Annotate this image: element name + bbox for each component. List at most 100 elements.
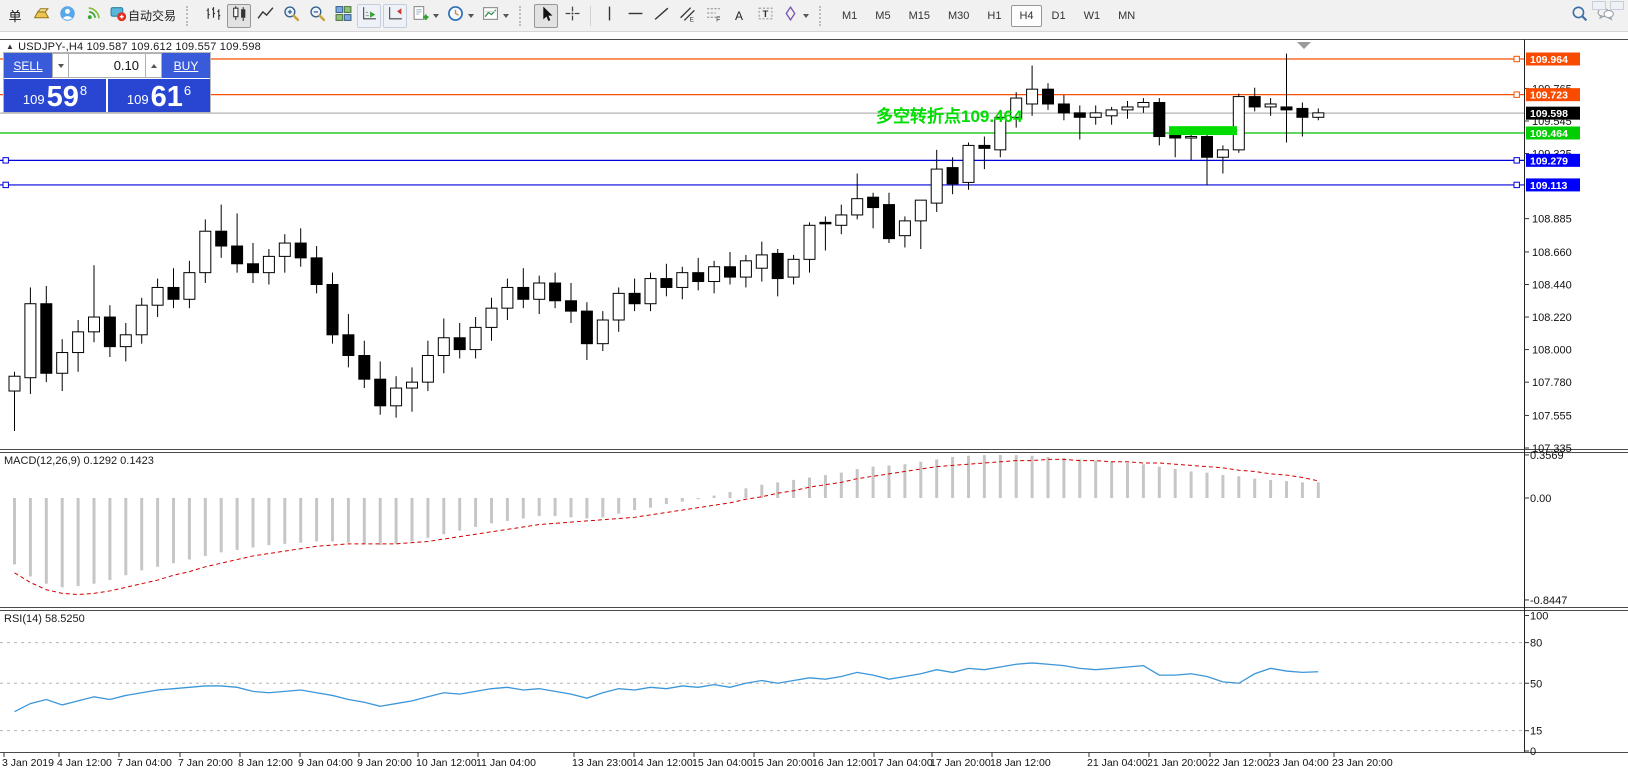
indicators-button[interactable] — [409, 4, 442, 28]
timeframe-m30-button[interactable]: M30 — [947, 9, 970, 22]
line-handle[interactable] — [1513, 157, 1520, 164]
label-button[interactable]: T — [753, 4, 777, 28]
volume-input[interactable] — [69, 53, 145, 78]
candle — [724, 266, 736, 278]
arrows-button[interactable] — [779, 4, 812, 28]
time-tick-label: 15 Jan 20:00 — [752, 757, 813, 769]
candle — [183, 272, 196, 300]
tile-windows-button[interactable] — [331, 4, 355, 28]
price-flag-label: 109.113 — [1530, 180, 1568, 192]
channel-button[interactable]: E — [675, 4, 699, 28]
candle — [1137, 102, 1150, 108]
candle — [517, 286, 530, 300]
templates-button[interactable] — [479, 4, 512, 28]
timeframe-h1-button[interactable]: H1 — [987, 9, 1002, 22]
timeframe-m5-button[interactable]: M5 — [875, 9, 891, 22]
price-tick-label: 107.335 — [1532, 443, 1572, 455]
line-handle[interactable] — [1513, 181, 1520, 189]
auto-scroll-button[interactable] — [357, 3, 382, 28]
macd-histogram-bar — [649, 498, 652, 508]
text-button[interactable]: A — [727, 4, 751, 28]
macd-histogram-bar — [92, 498, 96, 584]
timeframe-h4-button[interactable]: H4 — [1011, 4, 1042, 27]
zoom-in-icon — [283, 5, 300, 27]
line-handle[interactable] — [2, 181, 9, 189]
timeframe-m15-button[interactable]: M15 — [908, 9, 930, 22]
crosshair-button[interactable] — [560, 4, 584, 28]
cursor-button[interactable] — [534, 3, 559, 28]
pivot-annotation-text[interactable]: 多空转折点109.464 — [876, 106, 1023, 126]
chart-canvas: 多空转折点109.464109.765109.545109.325108.885… — [0, 32, 1628, 777]
macd-histogram-bar — [839, 472, 843, 498]
candle — [1185, 136, 1198, 139]
fibonacci-button[interactable]: F — [701, 4, 725, 28]
candle — [1312, 112, 1325, 118]
symbol-header[interactable]: ▲ USDJPY-,H4 109.587 109.612 109.557 109.… — [6, 41, 261, 53]
toolbar-separator — [590, 5, 592, 26]
mql5-community-button[interactable] — [55, 4, 79, 28]
new-order-button[interactable]: 单 — [3, 4, 27, 28]
candle — [310, 257, 323, 285]
macd-histogram-bar — [1316, 482, 1320, 498]
buy-price[interactable]: 109 61 6 — [108, 79, 210, 112]
candle — [883, 204, 895, 240]
timeframe-mn-button[interactable]: MN — [1118, 9, 1136, 22]
macd-histogram-bar — [1062, 458, 1066, 498]
search-button[interactable] — [1567, 4, 1591, 28]
periods-button[interactable] — [444, 4, 477, 28]
zoom-out-button[interactable] — [305, 4, 329, 28]
timeframe-m1-button[interactable]: M1 — [842, 9, 858, 22]
line-handle[interactable] — [1513, 55, 1520, 63]
horizontal-line-button[interactable] — [623, 4, 647, 28]
vertical-line-button[interactable] — [597, 4, 621, 28]
window-close-button[interactable] — [1610, 1, 1624, 10]
autotrading-button[interactable]: 自动交易 — [107, 4, 179, 28]
timeframe-w1-button[interactable]: W1 — [1083, 9, 1101, 22]
signals-button[interactable] — [81, 4, 105, 28]
candle — [1264, 103, 1277, 108]
price-flag-label: 109.598 — [1530, 108, 1568, 120]
price-tick-label: 108.885 — [1532, 214, 1572, 226]
account-history-icon-icon — [33, 5, 50, 27]
macd-histogram-bar — [935, 459, 939, 498]
volume-down-button[interactable] — [52, 53, 69, 78]
line-chart-button[interactable] — [253, 4, 277, 28]
rsi-tick-label: 0 — [1530, 746, 1536, 758]
line-handle[interactable] — [2, 157, 9, 164]
line-handle[interactable] — [1513, 91, 1520, 98]
signals-icon — [85, 5, 102, 27]
price-tick-label: 108.220 — [1532, 312, 1572, 324]
candle — [978, 144, 991, 149]
candle — [167, 286, 180, 300]
macd-histogram-bar — [696, 498, 700, 500]
time-tick-label: 23 Jan 04:00 — [1268, 757, 1329, 769]
window-restore-button[interactable] — [1592, 1, 1606, 10]
timeframe-d1-button[interactable]: D1 — [1051, 9, 1066, 22]
candlestick-chart-button[interactable] — [227, 3, 252, 28]
toolbar-grip[interactable] — [819, 5, 828, 26]
price-tick-label: 108.660 — [1532, 247, 1572, 259]
sell-button[interactable]: SELL — [4, 53, 52, 78]
macd-histogram-bar — [1126, 462, 1129, 498]
mql5-community-icon — [59, 5, 76, 27]
sell-price[interactable]: 109 59 8 — [4, 79, 106, 112]
account-history-icon-button[interactable] — [29, 4, 53, 28]
chart-shift-marker[interactable] — [1297, 42, 1311, 49]
macd-histogram-bar — [28, 498, 32, 577]
price-flag-label: 109.964 — [1530, 54, 1568, 66]
chart-shift-button[interactable] — [383, 3, 408, 28]
toolbar-grip[interactable] — [519, 5, 528, 26]
toolbar-grip[interactable] — [186, 5, 195, 26]
macd-histogram-bar — [442, 498, 446, 535]
zoom-in-button[interactable] — [279, 4, 303, 28]
trendline-button[interactable] — [649, 4, 673, 28]
buy-button[interactable]: BUY — [162, 53, 210, 78]
macd-histogram-bar — [776, 482, 780, 498]
candle — [867, 196, 880, 209]
bar-chart-button[interactable] — [201, 4, 225, 28]
price-flag — [1526, 52, 1580, 66]
macd-histogram-bar — [808, 477, 811, 498]
pivot-zone-box[interactable] — [1169, 126, 1237, 136]
volume-up-button[interactable] — [145, 53, 162, 78]
